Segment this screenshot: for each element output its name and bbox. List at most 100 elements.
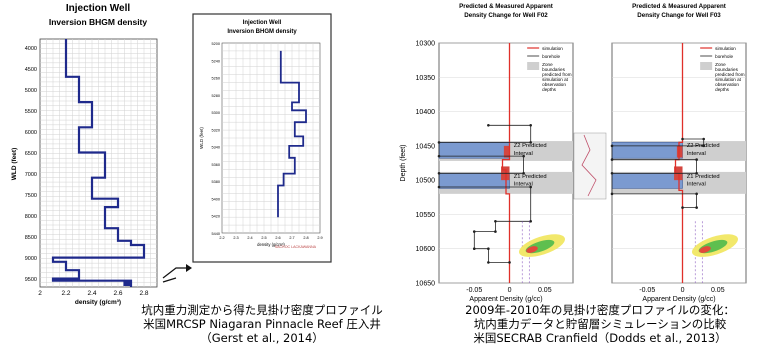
chart-d-legend-zone-label-4: simulation at <box>715 77 742 82</box>
chart-d-annotation-z2-line-2: Interval <box>687 151 706 157</box>
chart-c-borehole-point <box>487 123 490 127</box>
chart-d-legend-zone-label-6: depths <box>715 87 729 92</box>
chart-d-borehole-point <box>610 144 614 148</box>
chart-d-legend-zone-label-2: boundaries <box>715 67 738 72</box>
chart-c-legend-zone-label-4: simulation at <box>542 77 569 82</box>
chart-c-borehole-point <box>522 154 525 158</box>
chart-c-xtick-label: 0 <box>508 287 512 294</box>
chart-d-series-simulation <box>674 43 684 283</box>
chart-b-xtick-label: 2.4 <box>247 236 252 240</box>
chart-b-ytick-label: 5420 <box>212 215 220 219</box>
chart-a-xtick-label: 2 <box>38 290 42 297</box>
chart-b-ytick-label: 5300 <box>212 111 220 115</box>
chart-a-ytick-label: 4000 <box>25 46 37 52</box>
chart-c-legend-zone-swatch <box>527 62 540 70</box>
chart-d-borehole-point <box>702 137 705 141</box>
chart-d-legend-zone-swatch <box>700 62 713 70</box>
chart-d-title-line-2: Density Change for Well F03 <box>637 12 721 19</box>
chart-d-borehole-point <box>610 192 614 196</box>
chart-d-borehole-point <box>610 171 614 175</box>
chart-c-side-inset-trace <box>581 134 597 197</box>
chart-d-borehole-point <box>681 206 684 209</box>
chart-b-xtick-label: 2.8 <box>303 236 308 240</box>
connector-arrowhead <box>186 264 192 272</box>
chart-a-subtitle: Inversion BHGM density <box>49 17 148 27</box>
chart-c-annotation-z1-line-2: Interval <box>514 182 533 188</box>
chart-d-legend-borehole-label: borehole <box>715 54 733 59</box>
chart-d-borehole-point <box>610 158 614 161</box>
caption-left: 坑内重力測定から得た見掛け密度プロファイル 米国MRCSP Niagaran P… <box>132 303 392 345</box>
chart-c-annotation-z1-line-1: Z1 Predicted <box>514 174 547 180</box>
caption-left-line-1: 坑内重力測定から得た見掛け密度プロファイル <box>141 303 383 317</box>
chart-a-xtick-label: 2.2 <box>61 290 70 297</box>
chart-c-annotation-z2-line-1: Z2 Predicted <box>514 143 547 149</box>
caption-right-line-2: 坑内重力データと貯留層シミュレーションの比較 <box>473 317 727 331</box>
chart-a-ytick-label: 5500 <box>25 109 37 115</box>
chart-c-red-block-z2 <box>503 145 510 158</box>
chart-a-title: Injection Well <box>66 3 130 14</box>
chart-c-ylabel: Depth (feet) <box>400 145 407 182</box>
chart-b-xtick-label: 2.6 <box>275 236 280 240</box>
chart-b-ytick-label: 5260 <box>212 77 220 81</box>
chart-c-side-inset <box>573 132 607 200</box>
chart-d-xtick-label: 0.05 <box>711 287 725 294</box>
chart-d-thumbnail-red <box>699 246 711 253</box>
chart-b-series-line <box>277 50 307 218</box>
chart-c-borehole-point <box>494 219 497 223</box>
chart-c-borehole-point <box>522 171 525 175</box>
chart-a-ytick-label: 4500 <box>25 67 37 73</box>
chart-a-ytick-label: 9000 <box>25 256 37 262</box>
chart-c-legend-zone-label-6: depths <box>542 87 556 92</box>
chart-a-ylabel: WLD (feet) <box>11 148 18 181</box>
chart-b-ytick-label: 5200 <box>212 42 220 46</box>
chart-c-legend-zone-label-3: predicted from <box>542 72 572 77</box>
chart-b-xtick-label: 2.7 <box>289 236 294 240</box>
chart-b-ytick-label: 5240 <box>212 59 220 63</box>
chart-d-xlabel: Apparent Density (g/cc) <box>642 296 715 303</box>
chart-d-borehole-point <box>695 158 698 161</box>
chart-b-xtick-label: 2.2 <box>219 236 224 240</box>
chart-d-legend-zone-label-1: Zone <box>715 62 726 67</box>
chart-c-legend-zone-label-5: observation <box>542 82 566 87</box>
chart-a-xtick-label: 2.4 <box>87 290 96 297</box>
chart-c-xtick-label: -0.05 <box>466 287 482 294</box>
chart-d-borehole-point <box>681 137 684 141</box>
chart-c-annotation-z2-line-2: Interval <box>514 151 533 157</box>
chart-d-annotation-z1-line-1: Z1 Predicted <box>687 174 720 180</box>
caption-right: 2009年-2010年の見掛け密度プロファイルの変化： 坑内重力データと貯留層シ… <box>455 303 745 345</box>
chart-b-xlabel: density (g/cm³) <box>257 242 285 247</box>
chart-c-borehole-point <box>437 141 441 144</box>
chart-c-ytick-label: 10550 <box>416 212 436 219</box>
chart-c-borehole-point <box>487 261 490 264</box>
chart-b-ylabel: WLD (feet) <box>199 127 204 149</box>
chart-a-ytick-label: 6000 <box>25 130 37 136</box>
chart-c-borehole-point <box>529 141 532 144</box>
chart-c-borehole-point <box>472 247 476 251</box>
chart-c-borehole-point <box>529 123 532 127</box>
chart-a-ytick-label: 7000 <box>25 172 37 178</box>
chart-c-borehole-point <box>529 219 532 223</box>
chart-c-borehole-point <box>437 154 441 158</box>
chart-b-ytick-label: 5320 <box>212 128 220 132</box>
chart-d-xtick-label: 0 <box>681 287 685 294</box>
chart-d-borehole-point <box>702 144 705 148</box>
chart-a-ytick-label: 9500 <box>25 277 37 283</box>
chart-d-legend-zone-label-5: observation <box>715 82 739 87</box>
chart-c-legend-zone-label-1: Zone <box>542 62 553 67</box>
chart-d-borehole-point <box>695 192 698 196</box>
chart-c-ytick-label: 10500 <box>416 178 436 185</box>
chart-c-borehole-point <box>472 230 476 233</box>
chart-d-red-block-z2 <box>676 145 683 158</box>
chart-c-legend-simulation-label: simulation <box>542 46 563 51</box>
chart-c-borehole-point <box>508 261 511 264</box>
chart-c-title-line-1: Predicted & Measured Apparent <box>459 3 553 10</box>
chart-d-annotation-z1-line-2: Interval <box>687 182 706 188</box>
chart-d-blue-block-z1 <box>611 173 683 189</box>
chart-c-borehole-point <box>437 171 441 175</box>
chart-b-ytick-label: 5360 <box>212 163 220 167</box>
chart-a-ytick-label: 8500 <box>25 235 37 241</box>
chart-c-ytick-label: 10300 <box>416 41 436 48</box>
chart-c-borehole-point <box>487 247 490 251</box>
chart-b-title: Injection Well <box>243 20 282 26</box>
